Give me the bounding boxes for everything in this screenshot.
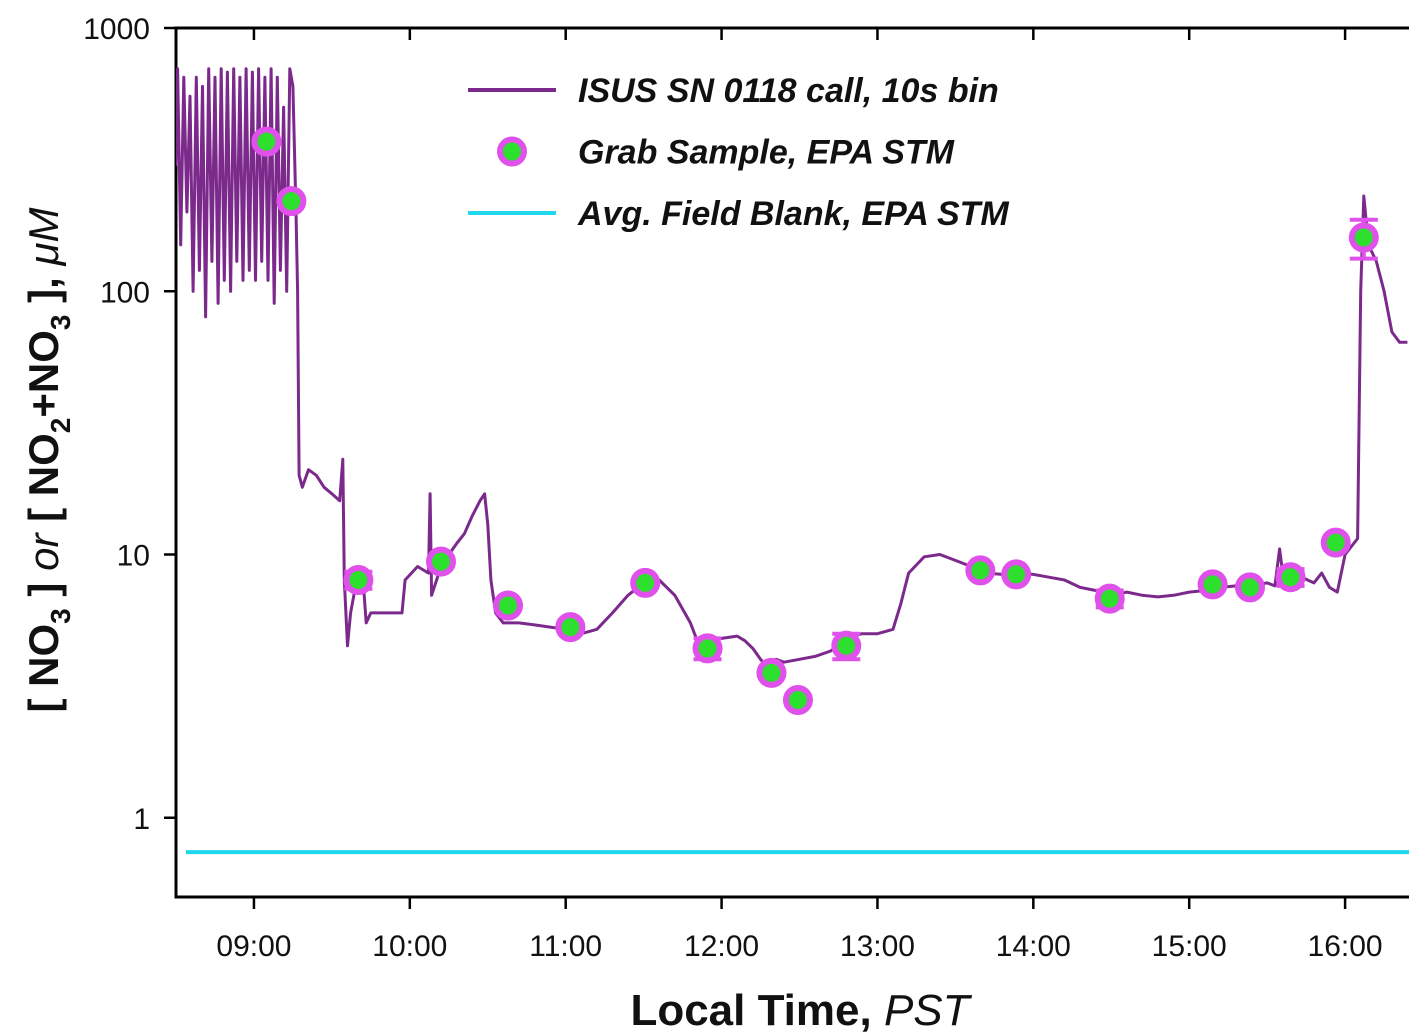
grab-marker: [831, 630, 862, 661]
grab-marker: [1001, 559, 1032, 590]
y-tick-label: 100: [100, 276, 150, 309]
y-label-part: [ NO: [20, 624, 67, 713]
grab-marker: [756, 657, 787, 688]
legend-label: ISUS SN 0118 call, 10s bin: [578, 72, 999, 110]
grab-marker: [1275, 562, 1306, 593]
x-axis-label: Local Time, PST: [630, 986, 972, 1033]
legend-label: Grab Sample, EPA STM: [578, 134, 955, 172]
y-tick-label: 1000: [83, 13, 150, 46]
y-label-part: ]: [20, 571, 67, 608]
grab-marker: [1094, 583, 1125, 614]
grab-marker: [425, 546, 456, 577]
grab-marker: [1320, 527, 1351, 558]
x-tick-label: 16:00: [1308, 930, 1383, 963]
legend-label: Avg. Field Blank, EPA STM: [577, 195, 1009, 233]
x-tick-label: 12:00: [684, 930, 759, 963]
grab-marker: [493, 590, 524, 621]
y-label-part: 2: [45, 418, 76, 434]
y-label-part: 3: [45, 315, 76, 331]
grab-marker: [782, 685, 813, 716]
y-tick-label: 10: [117, 540, 150, 573]
y-label-part: ],: [20, 266, 67, 315]
grab-marker: [630, 567, 661, 598]
x-label-part: PST: [884, 986, 973, 1033]
y-label-part: [ NO: [20, 433, 67, 533]
grab-marker: [1235, 572, 1266, 603]
y-label-part: or: [20, 532, 67, 571]
x-tick-label: 09:00: [216, 930, 291, 963]
y-label-part: μM: [20, 208, 67, 267]
y-label-part: 3: [45, 608, 76, 624]
y-label-part: +NO: [20, 330, 67, 418]
grab-marker: [276, 186, 307, 217]
data-line: [176, 67, 1408, 670]
grab-marker: [343, 565, 374, 596]
x-tick-label: 11:00: [529, 930, 602, 963]
y-tick-label: 1: [133, 803, 150, 836]
grab-marker: [1197, 569, 1228, 600]
grab-marker: [692, 633, 723, 664]
grab-marker: [965, 555, 996, 586]
x-tick-label: 15:00: [1152, 930, 1227, 963]
y-axis-label: [ NO3 ] or [ NO2+NO3 ], μM: [20, 208, 76, 713]
legend-marker: [497, 136, 527, 167]
x-label-part: Local Time,: [630, 986, 884, 1033]
grab-marker: [555, 612, 586, 643]
x-tick-label: 10:00: [372, 930, 447, 963]
x-tick-label: 14:00: [996, 930, 1071, 963]
grab-marker: [251, 126, 282, 157]
grab-marker: [1348, 222, 1379, 253]
x-tick-label: 13:00: [840, 930, 915, 963]
